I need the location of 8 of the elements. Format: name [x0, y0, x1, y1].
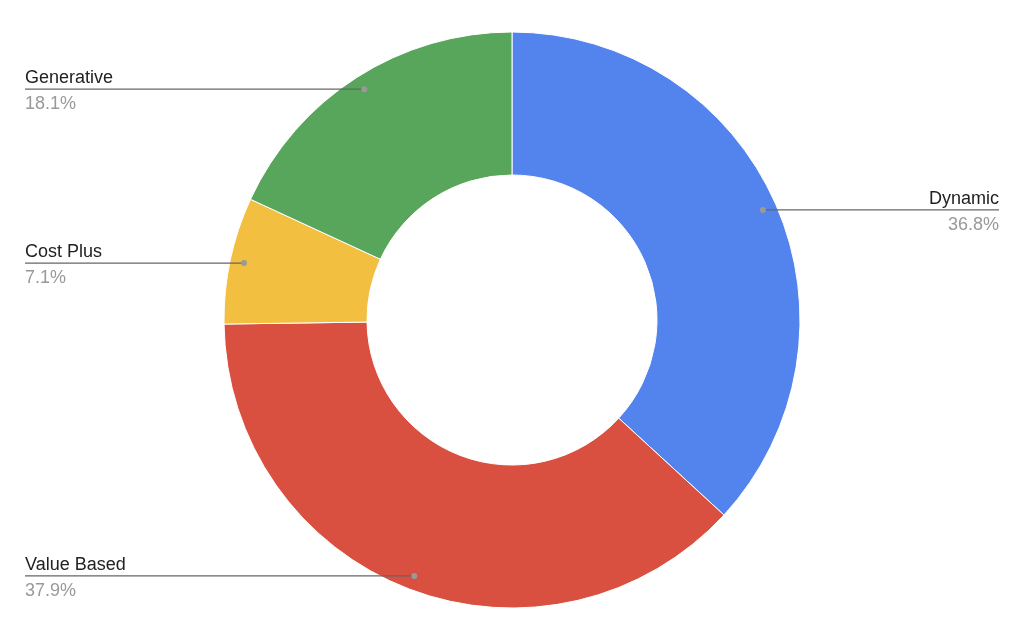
data-label: 18.1%: [25, 93, 77, 114]
slice-label: Dynamic: [928, 187, 999, 208]
slice-label: Value Based: [25, 553, 126, 574]
data-label: 37.9%: [25, 579, 77, 600]
slice-label: Generative: [25, 67, 114, 88]
data-label: 7.1%: [25, 267, 67, 288]
slice-label: Cost Plus: [25, 241, 103, 262]
data-label: 36.8%: [947, 213, 999, 234]
